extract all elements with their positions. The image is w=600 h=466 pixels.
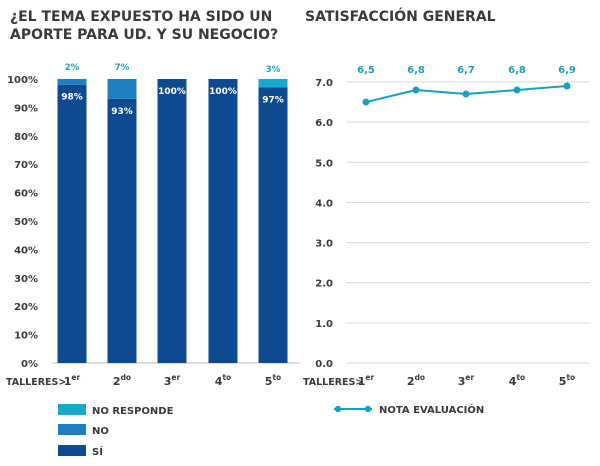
chart1-y-tick-label: 80% xyxy=(14,132,38,143)
chart2-x-axis-title: TALLERES> xyxy=(303,377,363,388)
chart2-data-point xyxy=(563,82,571,90)
chart1-y-tick-label: 30% xyxy=(14,274,38,285)
chart1-bar-top-value-label: 7% xyxy=(115,63,130,73)
chart1-legend-label: NO RESPONDE xyxy=(92,406,174,417)
chart1-x-category-label-number: 5 xyxy=(265,375,273,388)
chart2-x-category-label-number: 3 xyxy=(458,375,466,388)
chart2-data-point xyxy=(462,90,470,98)
chart2-y-tick-label: 7.0 xyxy=(315,78,333,89)
chart1-x-category-label-suffix: to xyxy=(222,373,231,382)
chart2-point-value-label: 6,9 xyxy=(558,65,576,76)
chart1-x-category-label: 3er xyxy=(164,373,181,388)
chart1-y-tick-label: 100% xyxy=(7,75,38,86)
chart1-x-category-label: 5to xyxy=(265,373,281,388)
chart1-bar-top-value-label: 3% xyxy=(266,65,281,75)
chart2-y-tick-label: 2.0 xyxy=(315,279,333,290)
chart2-x-category-label-suffix: to xyxy=(516,373,525,382)
chart2-y-tick-label: 0.0 xyxy=(315,359,333,370)
chart2-x-category-label: 3er xyxy=(458,373,475,388)
chart2-title: SATISFACCIÓN GENERAL xyxy=(305,7,496,25)
chart1-bar-s--3 xyxy=(157,79,187,363)
chart1-x-category-label-suffix: to xyxy=(272,373,281,382)
chart1-x-category-label: 4to xyxy=(215,373,231,388)
chart1-legend-swatch xyxy=(58,445,86,456)
chart2-x-category-label-suffix: to xyxy=(566,373,575,382)
chart2-x-category-label-number: 1 xyxy=(358,375,366,388)
chart2-point-value-label: 6,5 xyxy=(357,65,375,76)
chart2-legend-label: NOTA EVALUACIÓN xyxy=(379,403,484,416)
chart1-bar-value-label: 98% xyxy=(61,93,83,103)
chart1-bar-no-1 xyxy=(57,79,87,85)
chart1-y-tick-label: 10% xyxy=(14,331,38,342)
chart2-y-tick-label: 3.0 xyxy=(315,239,333,250)
chart1-y-tick-label: 20% xyxy=(14,302,38,313)
chart1-y-tick-label: 40% xyxy=(14,245,38,256)
chart2-data-point xyxy=(412,86,420,94)
chart1-x-category-label-suffix: do xyxy=(121,373,132,382)
chart1-y-tick-label: 60% xyxy=(14,189,38,200)
chart1-bar-value-label: 100% xyxy=(158,87,186,97)
chart2-x-category-label-number: 2 xyxy=(407,375,415,388)
chart1-bar-value-label: 100% xyxy=(209,87,237,97)
chart1-title-line-2: APORTE PARA UD. Y SU NEGOCIO? xyxy=(10,27,278,43)
chart1-bar-top-value-label: 2% xyxy=(65,63,80,73)
chart1-legend-label: NO xyxy=(92,426,109,437)
chart1-bar-no-responde-5 xyxy=(258,79,288,88)
chart2-point-value-label: 6,8 xyxy=(508,65,526,76)
chart2-y-tick-label: 6.0 xyxy=(315,118,333,129)
chart1-bar-s--2 xyxy=(107,98,137,363)
chart1-bar-s--4 xyxy=(208,79,238,363)
chart1-x-category-label-number: 3 xyxy=(164,375,172,388)
chart1-y-tick-label: 70% xyxy=(14,160,38,171)
chart2-x-category-label: 4to xyxy=(509,373,525,388)
chart1-x-category-label-number: 1 xyxy=(64,375,72,388)
chart1-bar-value-label: 93% xyxy=(111,107,133,117)
chart1-x-category-label-number: 2 xyxy=(113,375,121,388)
chart1-legend-label: SÍ xyxy=(92,445,103,458)
chart1-legend-swatch xyxy=(58,404,86,415)
chart2-point-value-label: 6,7 xyxy=(457,65,475,76)
chart2-x-category-label: 1er xyxy=(358,373,375,388)
chart1-x-axis-title: TALLERES> xyxy=(6,377,66,388)
chart2-x-category-label-suffix: er xyxy=(365,373,374,382)
chart1-x-category-label-suffix: er xyxy=(71,373,80,382)
chart1-bar-s--1 xyxy=(57,84,87,364)
chart2-x-category-label: 5to xyxy=(559,373,575,388)
chart2-y-tick-label: 4.0 xyxy=(315,198,333,209)
chart1-x-category-label: 1er xyxy=(64,373,81,388)
chart2-x-category-label-suffix: do xyxy=(415,373,426,382)
chart1-bar-no-2 xyxy=(107,79,137,99)
chart2-legend-marker xyxy=(364,405,372,413)
chart2-point-value-label: 6,8 xyxy=(407,65,425,76)
chart1-bar-s--5 xyxy=(258,87,288,364)
chart1-title-line-1: ¿EL TEMA EXPUESTO HA SIDO UN xyxy=(10,9,272,25)
chart2-y-tick-label: 1.0 xyxy=(315,319,333,330)
chart1-x-category-label-suffix: er xyxy=(171,373,180,382)
chart1-x-category-label: 2do xyxy=(113,373,131,388)
chart1-y-tick-label: 0% xyxy=(21,359,38,370)
chart2-legend-marker xyxy=(334,405,342,413)
chart1-x-category-label-number: 4 xyxy=(215,375,223,388)
chart2-x-category-label-suffix: er xyxy=(465,373,474,382)
chart2-data-point xyxy=(362,98,370,106)
chart1-y-tick-label: 50% xyxy=(14,217,38,228)
chart2-y-tick-label: 5.0 xyxy=(315,158,333,169)
chart1-legend-swatch xyxy=(58,424,86,435)
chart1-bar-value-label: 97% xyxy=(262,96,284,106)
chart2-data-point xyxy=(513,86,521,94)
chart2-x-category-label-number: 4 xyxy=(509,375,517,388)
chart1-y-tick-label: 90% xyxy=(14,103,38,114)
chart2-x-category-label: 2do xyxy=(407,373,425,388)
chart2-x-category-label-number: 5 xyxy=(559,375,567,388)
